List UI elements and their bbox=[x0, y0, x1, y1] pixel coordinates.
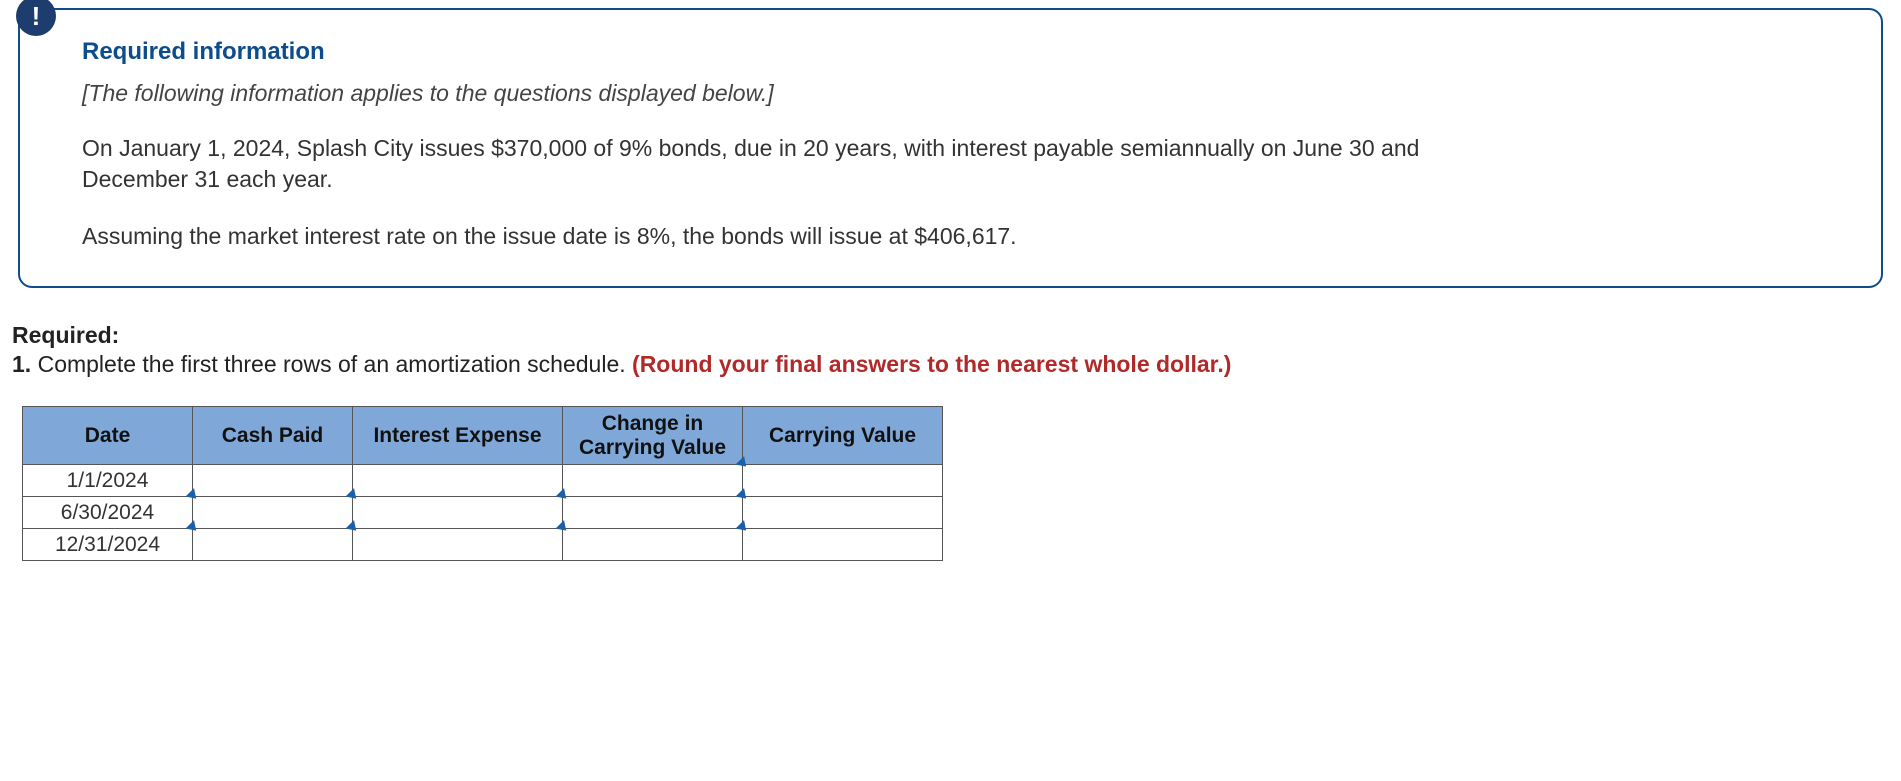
cell-change-carrying[interactable] bbox=[563, 497, 743, 529]
alert-badge: ! bbox=[16, 0, 56, 36]
cell-date-value: 6/30/2024 bbox=[61, 501, 154, 524]
question-number: 1. bbox=[12, 351, 31, 377]
cell-change-carrying bbox=[563, 465, 743, 497]
cell-carrying-value[interactable] bbox=[743, 529, 943, 561]
cell-date: 1/1/2024 bbox=[23, 465, 193, 497]
cell-change-carrying[interactable] bbox=[563, 529, 743, 561]
cell-interest-expense bbox=[353, 465, 563, 497]
cell-date-value: 12/31/2024 bbox=[55, 533, 160, 556]
cell-carrying-value[interactable] bbox=[743, 497, 943, 529]
cell-interest-expense[interactable] bbox=[353, 497, 563, 529]
table-body: 1/1/2024 6/30/2024 12/31/2024 bbox=[23, 465, 943, 561]
table-header-row: Date Cash Paid Interest Expense Change i… bbox=[23, 407, 943, 465]
required-block: Required: 1. Complete the first three ro… bbox=[12, 322, 1901, 378]
exclamation-icon: ! bbox=[32, 3, 41, 29]
problem-paragraph-2: Assuming the market interest rate on the… bbox=[82, 221, 1522, 252]
col-header-date: Date bbox=[23, 407, 193, 465]
required-label: Required: bbox=[12, 322, 1901, 349]
required-information-panel: ! Required information [The following in… bbox=[18, 8, 1883, 288]
table-row: 12/31/2024 bbox=[23, 529, 943, 561]
cell-cash-paid bbox=[193, 465, 353, 497]
col-header-carrying-value: Carrying Value bbox=[743, 407, 943, 465]
cell-date: 6/30/2024 bbox=[23, 497, 193, 529]
col-header-change-carrying-value: Change inCarrying Value bbox=[563, 407, 743, 465]
cell-date-value: 1/1/2024 bbox=[67, 469, 149, 492]
amortization-table: Date Cash Paid Interest Expense Change i… bbox=[22, 406, 943, 561]
col-header-interest-expense: Interest Expense bbox=[353, 407, 563, 465]
question-text: Complete the first three rows of an amor… bbox=[31, 351, 632, 377]
question-line: 1. Complete the first three rows of an a… bbox=[12, 351, 1901, 378]
required-info-heading: Required information bbox=[82, 38, 1831, 66]
problem-paragraph-1: On January 1, 2024, Splash City issues $… bbox=[82, 133, 1522, 195]
instruction-line: [The following information applies to th… bbox=[82, 80, 1831, 107]
table-row: 6/30/2024 bbox=[23, 497, 943, 529]
cell-cash-paid[interactable] bbox=[193, 497, 353, 529]
rounding-hint: (Round your final answers to the nearest… bbox=[632, 351, 1231, 377]
cell-carrying-value[interactable] bbox=[743, 465, 943, 497]
col-header-cash-paid: Cash Paid bbox=[193, 407, 353, 465]
cell-date: 12/31/2024 bbox=[23, 529, 193, 561]
table-row: 1/1/2024 bbox=[23, 465, 943, 497]
cell-interest-expense[interactable] bbox=[353, 529, 563, 561]
cell-cash-paid[interactable] bbox=[193, 529, 353, 561]
